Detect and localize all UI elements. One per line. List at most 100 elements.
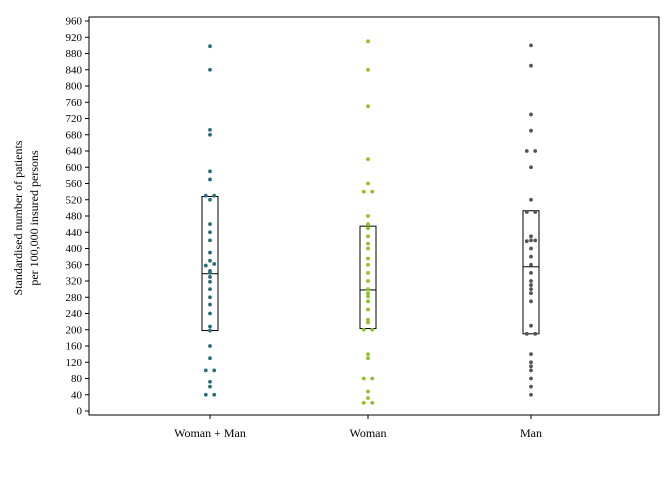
data-point xyxy=(361,376,366,381)
data-point xyxy=(524,149,529,153)
data-point xyxy=(208,177,212,182)
data-point xyxy=(366,104,370,109)
data-point xyxy=(208,222,212,227)
y-tick-label: 160 xyxy=(66,341,83,353)
data-point xyxy=(208,275,212,279)
data-point xyxy=(208,197,212,202)
data-point xyxy=(370,376,375,381)
y-tick-label: 760 xyxy=(66,97,83,109)
y-tick-label: 320 xyxy=(66,276,83,288)
data-point xyxy=(366,317,370,322)
data-point xyxy=(203,193,208,198)
data-point xyxy=(208,258,212,263)
data-point xyxy=(529,270,533,275)
y-tick-label: 720 xyxy=(66,113,83,125)
data-point xyxy=(366,396,370,400)
data-point xyxy=(366,299,370,304)
data-point xyxy=(529,279,533,283)
data-point xyxy=(212,368,217,373)
y-tick-label: 560 xyxy=(66,178,83,190)
data-point xyxy=(529,197,533,202)
data-point xyxy=(366,226,370,231)
data-point xyxy=(366,307,370,312)
data-point xyxy=(366,320,370,325)
data-point xyxy=(208,44,212,49)
y-tick-label: 840 xyxy=(66,64,83,76)
data-point xyxy=(208,356,212,361)
data-point xyxy=(529,234,533,239)
boxes xyxy=(201,196,540,335)
x-tick-label: Woman xyxy=(349,426,386,440)
data-point xyxy=(366,291,370,296)
y-tick-label: 600 xyxy=(66,162,83,174)
data-point xyxy=(366,241,370,246)
data-point xyxy=(212,193,217,198)
data-point xyxy=(366,181,370,186)
data-point xyxy=(208,132,212,137)
y-tick-label: 200 xyxy=(66,324,83,336)
y-tick-label: 880 xyxy=(66,48,83,60)
data-point xyxy=(366,67,370,72)
data-point xyxy=(208,279,212,284)
data-point xyxy=(366,352,370,357)
y-tick-label: 80 xyxy=(71,373,83,385)
y-tick-label: 120 xyxy=(66,357,83,369)
data-point xyxy=(529,352,533,357)
data-point xyxy=(366,246,370,251)
data-point xyxy=(208,250,212,255)
data-point xyxy=(366,157,370,162)
y-tick-label: 400 xyxy=(66,243,83,255)
y-tick-label: 920 xyxy=(66,32,83,44)
y-tick-label: 680 xyxy=(66,129,83,141)
data-point xyxy=(529,63,533,68)
data-point xyxy=(208,384,212,389)
data-point xyxy=(212,392,217,397)
data-point xyxy=(529,368,533,373)
data-point xyxy=(533,238,538,243)
y-tick-label: 520 xyxy=(66,194,83,206)
data-point xyxy=(366,389,370,394)
data-point xyxy=(212,262,217,266)
data-point xyxy=(208,328,212,333)
data-point xyxy=(529,246,533,251)
data-point xyxy=(361,189,366,194)
y-axis-ticks: 0 40 80 120 160 200 240 280 320 360 400 440 480 520 56… xyxy=(66,16,89,418)
data-point xyxy=(366,39,370,44)
data-point xyxy=(529,112,533,117)
y-axis-title-line-1: Standardised number of patients xyxy=(11,140,25,295)
data-point xyxy=(208,379,212,384)
y-tick-label: 280 xyxy=(66,292,83,304)
data-point xyxy=(203,392,208,397)
data-point xyxy=(529,254,533,259)
y-tick-label: 440 xyxy=(66,227,83,239)
data-point xyxy=(208,344,212,348)
y-tick-label: 480 xyxy=(66,211,83,223)
data-point xyxy=(529,299,533,304)
data-point xyxy=(533,331,538,336)
data-point xyxy=(208,169,212,174)
data-point xyxy=(366,294,370,299)
plot-frame xyxy=(88,16,660,416)
data-point xyxy=(524,210,529,214)
data-point xyxy=(524,331,529,336)
data-point xyxy=(208,295,212,300)
data-point xyxy=(529,128,533,133)
data-point xyxy=(370,327,375,332)
data-point xyxy=(366,270,370,275)
iqr-box xyxy=(359,225,377,330)
x-tick-label: Man xyxy=(520,426,542,440)
data-point xyxy=(208,127,212,132)
data-point xyxy=(361,327,366,332)
data-point xyxy=(361,400,366,405)
data-point xyxy=(370,189,375,194)
y-tick-label: 0 xyxy=(77,406,83,418)
x-tick-label: Woman + Man xyxy=(174,426,246,440)
x-axis-ticks: Woman + Man Woman Man xyxy=(174,415,542,440)
data-point xyxy=(529,364,533,369)
data-point xyxy=(366,356,370,361)
data-point xyxy=(529,283,533,287)
data-point xyxy=(208,268,212,273)
data-point xyxy=(366,214,370,218)
data-point xyxy=(529,360,533,365)
